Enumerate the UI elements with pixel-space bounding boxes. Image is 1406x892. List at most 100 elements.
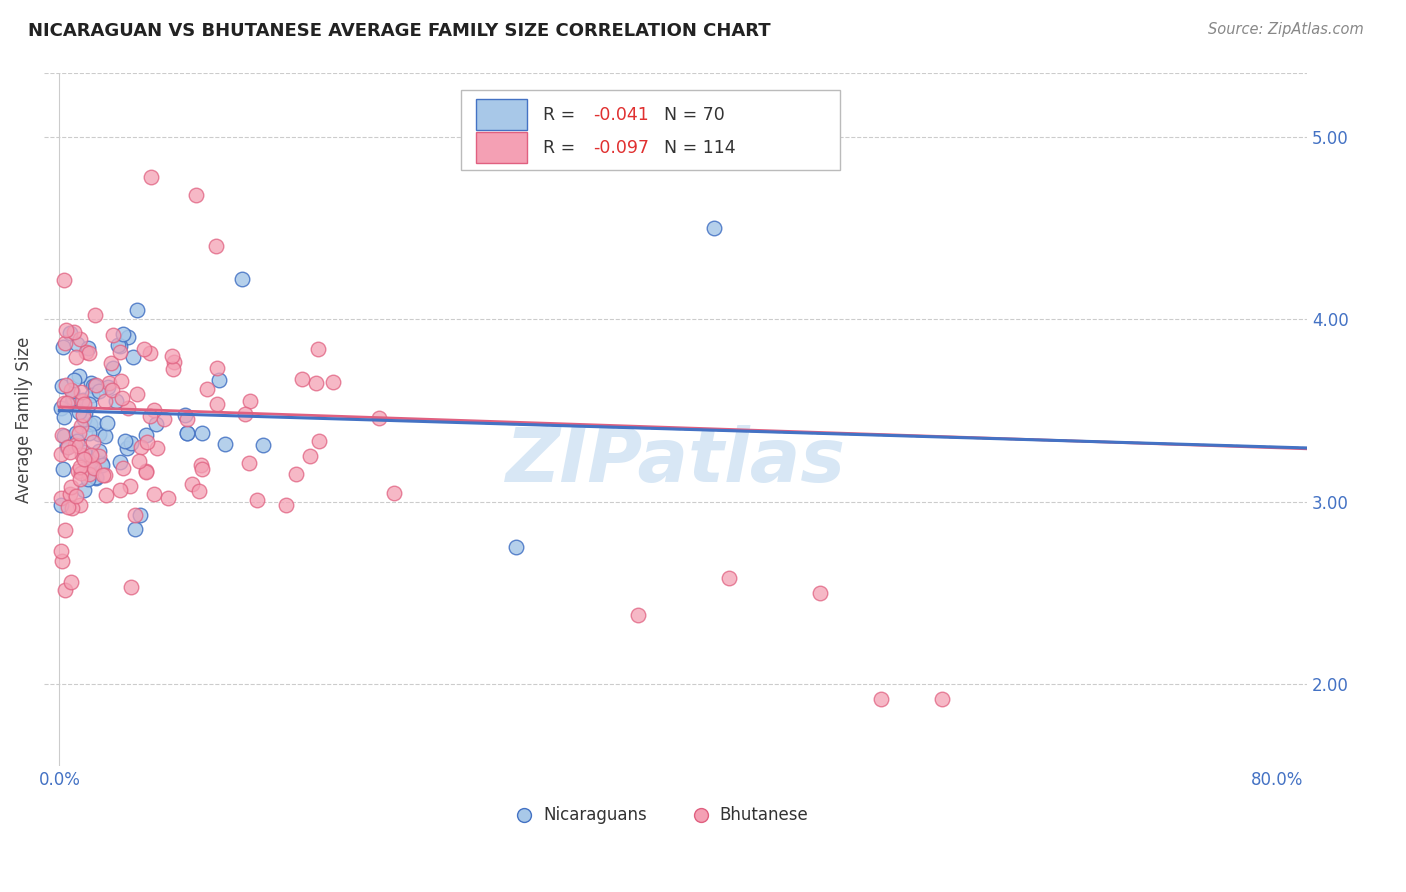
Point	[65, 434, 87, 449]
Point	[176, 412, 198, 426]
Point	[112, 461, 135, 475]
Point	[80, 458, 103, 473]
Text: NICARAGUAN VS BHUTANESE AVERAGE FAMILY SIZE CORRELATION CHART: NICARAGUAN VS BHUTANESE AVERAGE FAMILY S…	[28, 22, 770, 40]
Point	[60, 480, 83, 494]
Text: R =: R =	[543, 105, 581, 124]
Point	[60, 575, 83, 590]
Point	[52, 462, 75, 476]
Point	[77, 467, 100, 482]
Point	[83, 308, 105, 322]
Point	[53, 409, 76, 424]
Point	[70, 448, 93, 462]
Point	[233, 407, 256, 421]
Point	[190, 462, 212, 476]
Point	[231, 272, 253, 286]
Point	[186, 188, 208, 202]
Point	[56, 440, 79, 454]
Point	[69, 459, 91, 474]
Point	[96, 416, 118, 430]
Point	[65, 489, 87, 503]
Point	[56, 440, 79, 454]
Point	[101, 384, 124, 398]
Point	[139, 409, 162, 423]
Point	[105, 393, 128, 408]
Point	[84, 470, 107, 484]
Point	[69, 498, 91, 512]
Text: N = 114: N = 114	[652, 139, 735, 157]
Point	[145, 441, 167, 455]
Point	[51, 379, 73, 393]
Point	[90, 458, 112, 472]
Point	[127, 386, 149, 401]
Point	[239, 394, 262, 409]
Point	[55, 323, 77, 337]
Point	[49, 491, 72, 505]
Point	[207, 361, 229, 376]
Point	[717, 571, 740, 585]
Point	[80, 448, 103, 462]
Point	[129, 440, 152, 454]
Point	[115, 442, 138, 456]
Point	[94, 488, 117, 502]
Point	[252, 438, 274, 452]
Point	[83, 460, 105, 475]
Point	[118, 479, 141, 493]
Point	[108, 345, 131, 359]
Point	[60, 501, 83, 516]
Point	[63, 325, 86, 339]
Point	[60, 394, 83, 409]
Point	[87, 384, 110, 399]
Point	[73, 452, 96, 467]
Point	[49, 401, 72, 416]
Point	[67, 368, 90, 383]
Point	[69, 466, 91, 480]
Point	[101, 360, 124, 375]
Point	[135, 464, 157, 478]
Point	[129, 508, 152, 522]
Point	[49, 447, 72, 461]
Point	[626, 607, 648, 622]
Point	[208, 373, 231, 387]
Point	[114, 434, 136, 449]
Point	[322, 375, 344, 389]
Point	[238, 456, 260, 470]
Point	[80, 454, 103, 468]
FancyBboxPatch shape	[477, 99, 527, 130]
Point	[86, 471, 108, 485]
Text: Nicaraguans: Nicaraguans	[543, 806, 647, 824]
Point	[76, 472, 98, 486]
Point	[53, 396, 76, 410]
Point	[84, 378, 107, 392]
Point	[94, 468, 117, 483]
Point	[180, 477, 202, 491]
Point	[76, 342, 98, 356]
Point	[160, 349, 183, 363]
Point	[53, 524, 76, 538]
Point	[307, 342, 329, 356]
Point	[111, 327, 134, 342]
Point	[77, 397, 100, 411]
Point	[91, 467, 114, 482]
Point	[70, 393, 93, 408]
Text: N = 70: N = 70	[652, 105, 724, 124]
Point	[100, 356, 122, 370]
Point	[65, 350, 87, 364]
Point	[191, 426, 214, 441]
Point	[56, 500, 79, 514]
Point	[72, 408, 94, 422]
Point	[108, 483, 131, 497]
Point	[52, 272, 75, 286]
Point	[187, 483, 209, 498]
Text: Bhutanese: Bhutanese	[720, 806, 808, 824]
Point	[285, 467, 308, 482]
Point	[111, 391, 134, 405]
Point	[299, 449, 322, 463]
Point	[152, 412, 174, 426]
Point	[67, 440, 90, 454]
Point	[174, 408, 197, 422]
Point	[110, 455, 132, 469]
Point	[66, 464, 89, 478]
FancyBboxPatch shape	[477, 132, 527, 163]
Point	[117, 401, 139, 415]
Point	[59, 487, 82, 501]
